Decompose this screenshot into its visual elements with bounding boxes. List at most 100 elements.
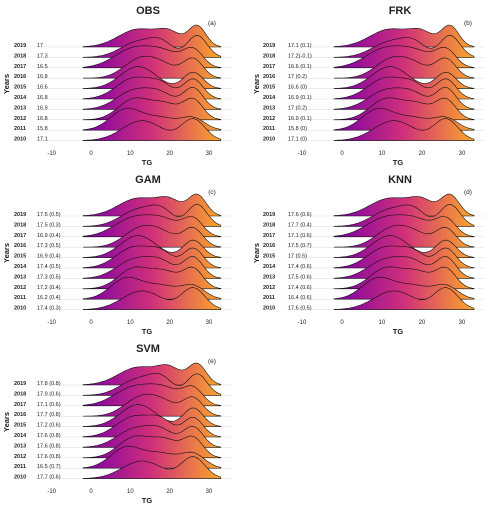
year-value-label: 17.5 (0.3) <box>37 222 61 228</box>
year-label: 2017 <box>14 233 26 239</box>
year-labels: 2019 2018 2017 2016 2015 2014 2013 2012 2011 2010 <box>14 381 27 481</box>
panel-tag: (a) <box>208 20 216 27</box>
year-label: 2013 <box>14 105 26 111</box>
x-tick-labels: -10 0 10 20 30 <box>47 151 213 157</box>
year-labels: 2019 2018 2017 2016 2015 2014 2013 2012 2011 2010 <box>263 43 276 143</box>
year-label: 2012 <box>263 116 275 122</box>
year-label: 2014 <box>14 264 27 270</box>
year-label: 2017 <box>14 64 26 70</box>
year-label: 2015 <box>14 254 26 260</box>
x-tick-label: 20 <box>166 320 173 326</box>
year-value-label: 16.4 (0.6) <box>288 295 312 301</box>
year-value-label: 15.8 <box>37 126 48 132</box>
panel-frk: FRK (b) Years TG 20192018201720162015201… <box>252 5 484 167</box>
y-axis-label: Years <box>2 243 11 263</box>
x-tick-label: 30 <box>459 151 466 157</box>
year-value-label: 17 (0.2) <box>288 74 307 80</box>
year-value-label: 17.9 (0.6) <box>37 391 61 397</box>
x-axis-label: TG <box>393 158 404 167</box>
x-tick-label: 0 <box>89 320 93 326</box>
value-labels: 17.1 (0.1) 17.2(-0.1) 16.6 (0.1) 17 (0.2) 16… <box>288 43 312 143</box>
x-tick-label: 0 <box>340 320 344 326</box>
x-tick-label: 0 <box>89 151 93 157</box>
x-tick-label: -10 <box>47 489 56 495</box>
x-tick-labels: -10 0 10 20 30 <box>298 151 466 157</box>
year-label: 2010 <box>14 137 26 143</box>
year-value-label: 16.9 (0.1) <box>288 95 312 101</box>
ridge-2010 <box>82 118 222 141</box>
x-axis-label: TG <box>142 496 153 505</box>
panel-obs: OBS (a) Years TG 20192018201720162015201… <box>2 5 231 167</box>
panel-title: GAM <box>135 174 161 186</box>
year-value-label: 17 (0.5) <box>288 254 307 260</box>
x-tick-label: 0 <box>89 489 93 495</box>
year-label: 2012 <box>14 116 26 122</box>
year-label: 2019 <box>14 212 26 218</box>
panel-title: OBS <box>136 5 160 17</box>
year-value-label: 17.1 <box>37 137 48 143</box>
year-value-label: 17.8 (0.8) <box>37 381 61 387</box>
ridge-2010 <box>82 287 222 310</box>
ridge-2016 <box>333 224 475 248</box>
year-label: 2013 <box>263 105 275 111</box>
panel-knn: KNN (d) Years TG 20192018201720162015201… <box>252 174 484 336</box>
year-label: 2018 <box>14 391 26 397</box>
year-label: 2010 <box>14 306 26 312</box>
ridge-2016 <box>83 224 222 248</box>
year-label: 2015 <box>14 85 26 91</box>
year-label: 2010 <box>263 306 275 312</box>
year-value-label: 16.6 (0) <box>288 85 307 91</box>
year-label: 2017 <box>14 402 26 408</box>
year-value-label: 16.9 <box>37 105 48 111</box>
year-value-label: 17.6 (0.8) <box>37 454 61 460</box>
y-axis-label: Years <box>252 74 261 94</box>
year-label: 2018 <box>14 222 26 228</box>
year-value-label: 17.2 (0.6) <box>37 423 61 429</box>
year-label: 2015 <box>263 85 275 91</box>
year-label: 2018 <box>14 53 26 59</box>
year-value-label: 16.8 <box>37 116 48 122</box>
year-label: 2010 <box>14 475 26 481</box>
x-tick-label: 30 <box>206 151 213 157</box>
x-tick-label: 10 <box>379 320 386 326</box>
year-value-label: 16.9 (0.4) <box>37 254 61 260</box>
x-tick-label: 10 <box>127 320 134 326</box>
x-axis-label: TG <box>393 327 404 336</box>
year-label: 2013 <box>263 274 275 280</box>
ridges <box>36 362 231 479</box>
year-label: 2016 <box>263 243 275 249</box>
year-label: 2016 <box>14 74 26 80</box>
panel-tag: (b) <box>464 20 472 27</box>
ridges <box>36 24 231 141</box>
year-label: 2015 <box>263 254 275 260</box>
year-value-label: 16.6 (0.1) <box>288 64 312 70</box>
panel-gam: GAM (c) Years TG 20192018201720162015201… <box>2 174 231 336</box>
ridges <box>287 24 484 141</box>
y-axis-label: Years <box>252 243 261 263</box>
x-tick-labels: -10 0 10 20 30 <box>47 320 213 326</box>
x-tick-label: 30 <box>206 320 213 326</box>
year-value-label: 17.4 (0.6) <box>288 264 312 270</box>
x-tick-label: 20 <box>419 151 426 157</box>
ridges <box>36 193 231 310</box>
year-value-label: 17.7 (0.6) <box>37 475 61 481</box>
year-label: 2012 <box>14 285 26 291</box>
year-label: 2019 <box>263 43 275 49</box>
year-value-label: 17.1 (0) <box>288 137 307 143</box>
value-labels: 17 17.3 16.5 16.8 16.6 16.8 16.9 16.8 15.8 17.1 <box>37 43 48 143</box>
year-label: 2018 <box>263 53 275 59</box>
x-tick-label: 20 <box>166 489 173 495</box>
year-value-label: 17.1 (0.6) <box>37 402 61 408</box>
ridge-2016 <box>333 55 475 79</box>
y-axis-label: Years <box>2 412 11 432</box>
year-label: 2011 <box>263 126 275 132</box>
x-tick-label: -10 <box>47 151 56 157</box>
ridge-2010 <box>333 287 475 310</box>
year-value-label: 17.4 (0.5) <box>37 264 61 270</box>
year-value-label: 16.8 <box>37 95 48 101</box>
x-tick-label: -10 <box>47 320 56 326</box>
year-value-label: 16.2 (0.4) <box>37 295 61 301</box>
year-value-label: 16.5 (0.7) <box>37 464 61 470</box>
ridge-2019 <box>82 24 222 48</box>
